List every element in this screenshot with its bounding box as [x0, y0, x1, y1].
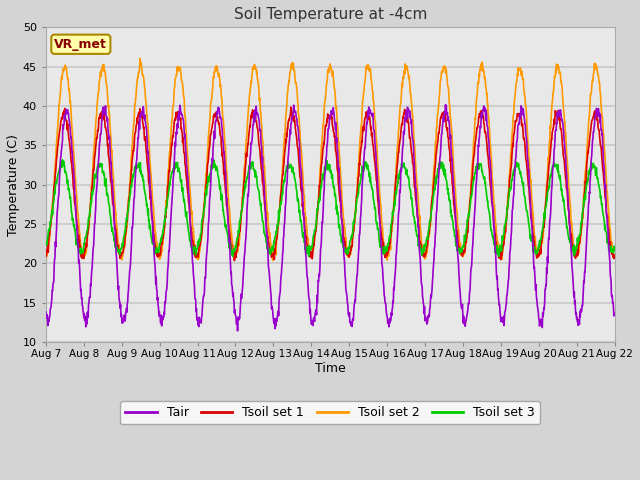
- Title: Soil Temperature at -4cm: Soil Temperature at -4cm: [234, 7, 427, 22]
- Y-axis label: Temperature (C): Temperature (C): [7, 134, 20, 236]
- X-axis label: Time: Time: [315, 362, 346, 375]
- Text: VR_met: VR_met: [54, 38, 108, 51]
- Legend: Tair, Tsoil set 1, Tsoil set 2, Tsoil set 3: Tair, Tsoil set 1, Tsoil set 2, Tsoil se…: [120, 401, 540, 424]
